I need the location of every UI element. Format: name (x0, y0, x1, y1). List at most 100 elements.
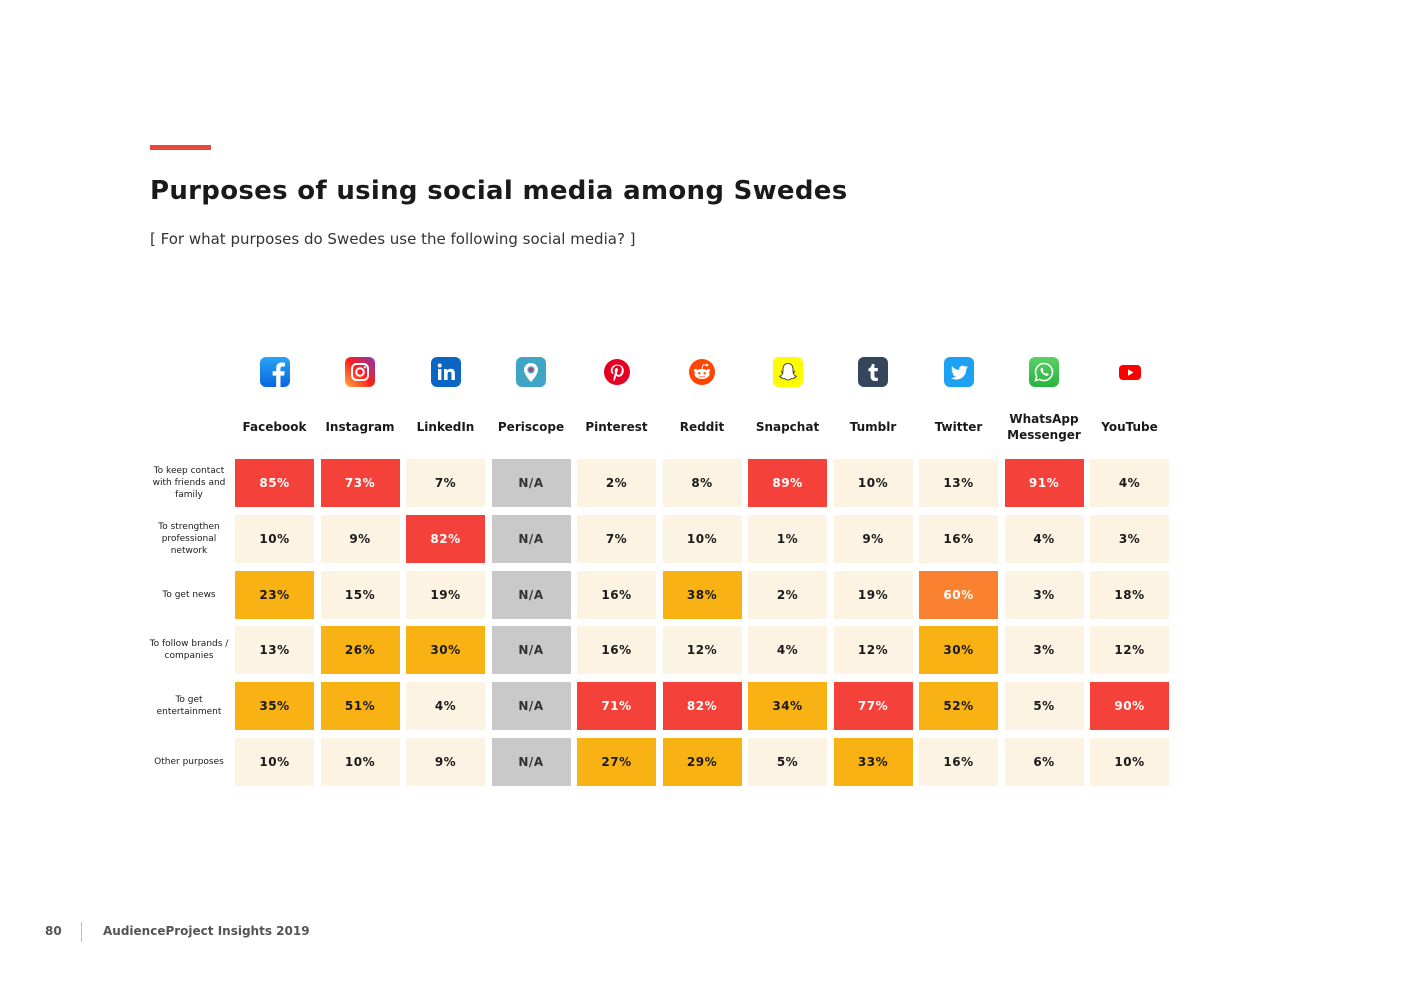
column-header-periscope: Periscope (497, 420, 565, 434)
heatmap-cell: N/A (491, 738, 571, 786)
heatmap-cell: 9% (833, 514, 913, 563)
column-header-instagram: Instagram (325, 420, 395, 434)
heatmap-cell: 4% (1004, 514, 1084, 563)
reddit-icon (687, 357, 717, 387)
heatmap-cell: 52% (919, 682, 998, 731)
heatmap-cell: 13% (919, 459, 998, 507)
heatmap-cell: 10% (235, 514, 314, 563)
heatmap-cell: 10% (662, 514, 742, 563)
heatmap-cell: 10% (320, 738, 400, 786)
heatmap-cell: 16% (577, 570, 656, 619)
heatmap-cell: 5% (1004, 682, 1084, 731)
heatmap-cell: 4% (406, 682, 485, 731)
tumblr-icon (858, 357, 888, 387)
heatmap-cell: N/A (491, 682, 571, 731)
column-header-whatsapp-messenger: WhatsApp Messenger (1007, 412, 1081, 442)
heatmap-cell: 73% (320, 459, 400, 507)
whatsapp-icon (1029, 357, 1059, 387)
heatmap-cell: 3% (1004, 626, 1084, 675)
heatmap-cell: 16% (577, 626, 656, 675)
row-label-other-purposes: Other purposes (154, 757, 224, 767)
twitter-icon (943, 357, 974, 387)
heatmap-cell: 9% (320, 514, 400, 563)
heatmap-cell: 71% (577, 682, 656, 731)
heatmap-cell: 19% (833, 570, 913, 619)
heatmap-cell: N/A (491, 459, 571, 507)
page-title: Purposes of using social media among Swe… (150, 176, 848, 206)
publication-name: AudienceProject Insights 2019 (103, 924, 310, 938)
heatmap-cell: 10% (1090, 738, 1169, 786)
heatmap-cell: 9% (406, 738, 485, 786)
column-header-reddit: Reddit (679, 420, 725, 434)
heatmap-cell: 12% (1090, 626, 1169, 675)
heatmap-cell: 1% (748, 514, 827, 563)
linkedin-icon (430, 357, 461, 387)
column-header-youtube: YouTube (1101, 420, 1158, 434)
heatmap-cell: N/A (491, 514, 571, 563)
heatmap-cell: 30% (919, 626, 998, 675)
heatmap-cell: 30% (406, 626, 485, 675)
heatmap-cell: N/A (491, 626, 571, 675)
snapchat-icon (772, 357, 803, 387)
facebook-icon (259, 357, 290, 387)
row-label-to-strengthen-professional-network: To strengthen professional network (158, 521, 220, 556)
heatmap-cell: 13% (235, 626, 314, 675)
heatmap-cell: 12% (833, 626, 913, 675)
heatmap-cell: 82% (406, 514, 485, 563)
footer-divider (81, 922, 82, 942)
heatmap-cell: 91% (1004, 459, 1084, 507)
column-header-linkedin: LinkedIn (416, 420, 475, 434)
heatmap-cell: 2% (577, 459, 656, 507)
heatmap-cell: 85% (235, 459, 314, 507)
row-label-to-keep-contact-with-friends-and-family: To keep contact with friends and family (152, 466, 226, 500)
page-number: 80 (45, 924, 62, 938)
heatmap-cell: 8% (662, 459, 742, 507)
column-header-twitter: Twitter (934, 420, 983, 434)
heatmap-cell: 16% (919, 738, 998, 786)
heatmap-cell: 10% (235, 738, 314, 786)
heatmap-cell: 16% (919, 514, 998, 563)
row-label-to-follow-brands-companies: To follow brands / companies (149, 639, 229, 662)
youtube-icon (1114, 357, 1145, 387)
column-header-snapchat: Snapchat (755, 420, 820, 434)
heatmap-cell: 38% (662, 570, 742, 619)
pinterest-icon (601, 357, 632, 387)
heatmap-cell: 3% (1004, 570, 1084, 619)
heatmap-cell: 23% (235, 570, 314, 619)
heatmap-cell: 7% (406, 459, 485, 507)
heatmap-cell: 89% (748, 459, 827, 507)
row-label-to-get-news: To get news (162, 589, 216, 600)
heatmap-cell: 3% (1090, 514, 1169, 563)
heatmap-cell: 4% (748, 626, 827, 675)
title-accent-bar (150, 145, 211, 150)
heatmap-cell: 33% (833, 738, 913, 786)
heatmap-cell: N/A (491, 570, 571, 619)
heatmap-cell: 29% (662, 738, 742, 786)
heatmap-cell: 10% (833, 459, 913, 507)
heatmap-cell: 18% (1090, 570, 1169, 619)
heatmap-cell: 12% (662, 626, 742, 675)
row-label-to-get-entertainment: To get entertainment (156, 695, 222, 718)
heatmap-cell: 26% (320, 626, 400, 675)
heatmap-cell: 60% (919, 570, 998, 619)
heatmap-cell: 4% (1090, 459, 1169, 507)
heatmap-cell: 27% (577, 738, 656, 786)
heatmap-cell: 34% (748, 682, 827, 731)
heatmap-cell: 6% (1004, 738, 1084, 786)
heatmap-cell: 77% (833, 682, 913, 731)
instagram-icon (345, 357, 375, 387)
heatmap-cell: 90% (1090, 682, 1169, 731)
heatmap-cell: 5% (748, 738, 827, 786)
heatmap-cell: 35% (235, 682, 314, 731)
heatmap-cell: 51% (320, 682, 400, 731)
periscope-icon (516, 357, 546, 387)
page-subtitle: [ For what purposes do Swedes use the fo… (150, 230, 636, 248)
heatmap-cell: 7% (577, 514, 656, 563)
column-header-pinterest: Pinterest (585, 420, 648, 434)
heatmap-cell: 19% (406, 570, 485, 619)
column-header-tumblr: Tumblr (849, 420, 897, 434)
heatmap-cell: 2% (748, 570, 827, 619)
heatmap-cell: 15% (320, 570, 400, 619)
column-header-facebook: Facebook (242, 420, 307, 434)
